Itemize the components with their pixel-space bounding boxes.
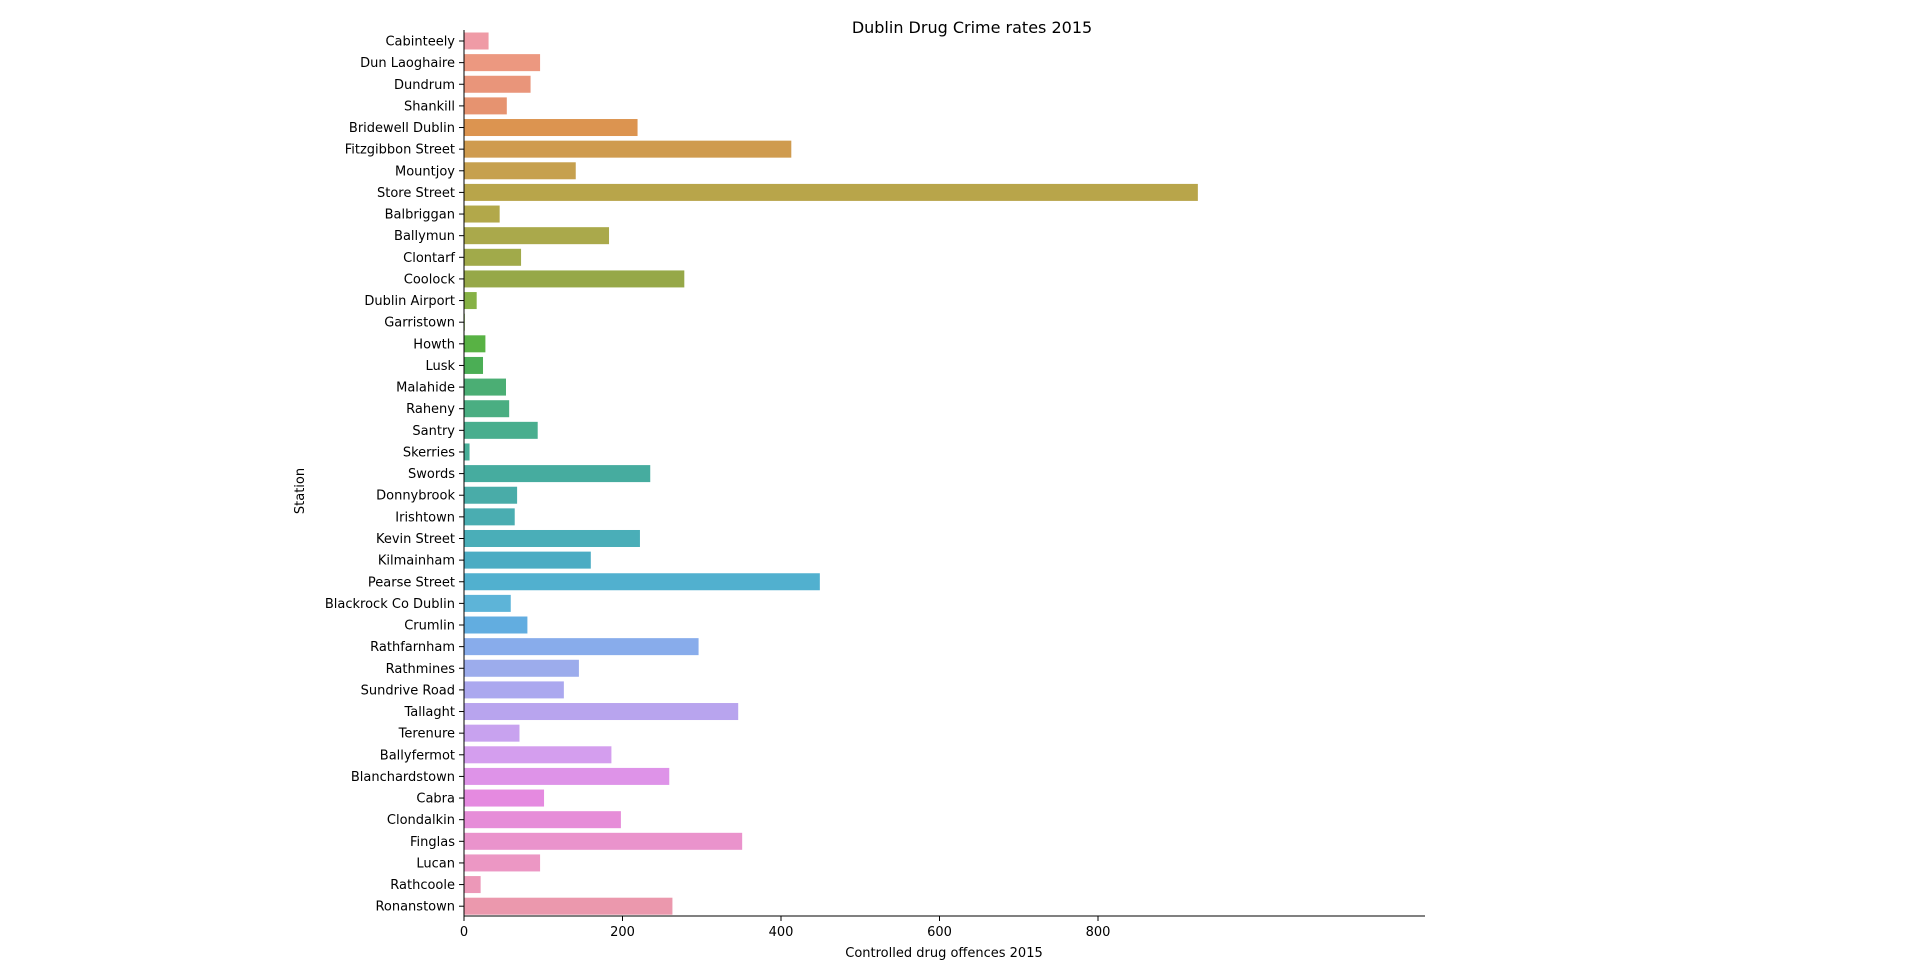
bar-dundrum (464, 75, 531, 93)
y-tick-label: Ballymun (394, 229, 455, 244)
y-tick-label: Malahide (396, 381, 455, 396)
bar-irishtown (464, 508, 515, 526)
bar-store-street (464, 183, 1198, 201)
bar-donnybrook (464, 486, 518, 504)
bar-howth (464, 335, 486, 353)
y-tick-label: Ronanstown (375, 900, 455, 915)
y-tick-label: Terenure (398, 727, 455, 742)
y-tick-label: Blanchardstown (351, 770, 455, 785)
bar-pearse-street (464, 573, 820, 591)
y-tick-label: Rathmines (386, 662, 456, 677)
y-tick-label: Pearse Street (368, 575, 455, 590)
x-tick-label: 0 (460, 925, 468, 940)
y-tick-label: Kevin Street (376, 532, 455, 547)
y-tick-label: Rathcoole (390, 878, 455, 893)
bar-rathcoole (464, 876, 481, 894)
bar-malahide (464, 378, 506, 396)
bars-group (464, 32, 1198, 915)
bar-fitzgibbon-street (464, 140, 792, 158)
y-tick-label: Swords (408, 467, 455, 482)
y-tick-label: Santry (412, 424, 455, 439)
bar-cabra (464, 789, 545, 807)
x-tick-group: 0 200 400 600 800 (460, 916, 1111, 940)
bar-lucan (464, 854, 541, 872)
bar-terenure (464, 724, 520, 742)
bar-lusk (464, 356, 484, 374)
bar-rathfarnham (464, 638, 699, 656)
bar-sundrive-road (464, 681, 564, 699)
y-tick-label: Ballyfermot (380, 748, 455, 763)
y-tick-label: Rathfarnham (370, 640, 455, 655)
bar-dun-laoghaire (464, 54, 541, 72)
y-tick-label: Clondalkin (387, 813, 455, 828)
bar-clontarf (464, 248, 522, 266)
bar-mountjoy (464, 162, 576, 180)
x-tick-label: 200 (610, 925, 635, 940)
y-tick-label: Blackrock Co Dublin (325, 597, 455, 612)
bar-santry (464, 421, 538, 439)
bar-cabinteely (464, 32, 489, 50)
bar-kilmainham (464, 551, 591, 569)
y-tick-label: Dundrum (394, 78, 455, 93)
y-tick-label: Dun Laoghaire (360, 56, 455, 71)
y-tick-label: Mountjoy (395, 164, 455, 179)
y-tick-label: Donnybrook (376, 489, 455, 504)
y-tick-label: Coolock (404, 272, 456, 287)
y-tick-label: Dublin Airport (364, 294, 455, 309)
bar-kevin-street (464, 529, 640, 547)
y-tick-label: Store Street (377, 186, 455, 201)
y-tick-label: Fitzgibbon Street (345, 143, 455, 158)
y-tick-label: Bridewell Dublin (349, 121, 455, 136)
x-tick-label: 400 (769, 925, 794, 940)
bar-ronanstown (464, 897, 673, 915)
bar-ballymun (464, 227, 610, 245)
x-tick-label: 600 (927, 925, 952, 940)
bar-crumlin (464, 616, 528, 634)
x-axis-title: Controlled drug offences 2015 (845, 946, 1043, 961)
y-tick-labels: Cabinteely Dun Laoghaire Dundrum Shankill Br… (325, 35, 464, 915)
y-tick-label: Lucan (416, 856, 455, 871)
y-tick-label: Shankill (404, 99, 455, 114)
y-tick-label: Finglas (410, 835, 455, 850)
bar-rathmines (464, 659, 579, 677)
bar-tallaght (464, 703, 739, 721)
chart-title: Dublin Drug Crime rates 2015 (852, 18, 1092, 37)
bar-raheny (464, 400, 510, 418)
y-tick-label: Kilmainham (378, 554, 455, 569)
y-tick-label: Raheny (406, 402, 455, 417)
y-tick-label: Tallaght (403, 705, 455, 720)
y-tick-label: Cabinteely (385, 35, 455, 50)
y-tick-label: Sundrive Road (361, 683, 455, 698)
chart-title-group: Dublin Drug Crime rates 2015 (852, 18, 1092, 37)
bar-blanchardstown (464, 767, 670, 785)
bar-ballyfermot (464, 746, 612, 764)
bar-clondalkin (464, 811, 621, 829)
y-axis-title: Station (293, 468, 308, 514)
bar-skerries (464, 443, 470, 461)
y-tick-label: Skerries (403, 445, 455, 460)
x-tick-label: 800 (1086, 925, 1111, 940)
y-tick-label: Irishtown (395, 510, 455, 525)
bar-swords (464, 465, 651, 483)
bar-finglas (464, 832, 743, 850)
bar-blackrock-co-dublin (464, 594, 511, 612)
y-tick-label: Balbriggan (385, 208, 455, 223)
y-tick-label: Garristown (384, 316, 455, 331)
bar-bridewell-dublin (464, 119, 638, 137)
y-tick-label: Cabra (416, 792, 455, 807)
bar-coolock (464, 270, 685, 288)
y-tick-label: Lusk (425, 359, 455, 374)
bar-shankill (464, 97, 507, 115)
y-tick-label: Clontarf (403, 251, 455, 266)
bar-balbriggan (464, 205, 500, 223)
y-tick-label: Crumlin (404, 619, 455, 634)
y-tick-label: Howth (413, 337, 455, 352)
bar-dublin-airport (464, 292, 477, 310)
